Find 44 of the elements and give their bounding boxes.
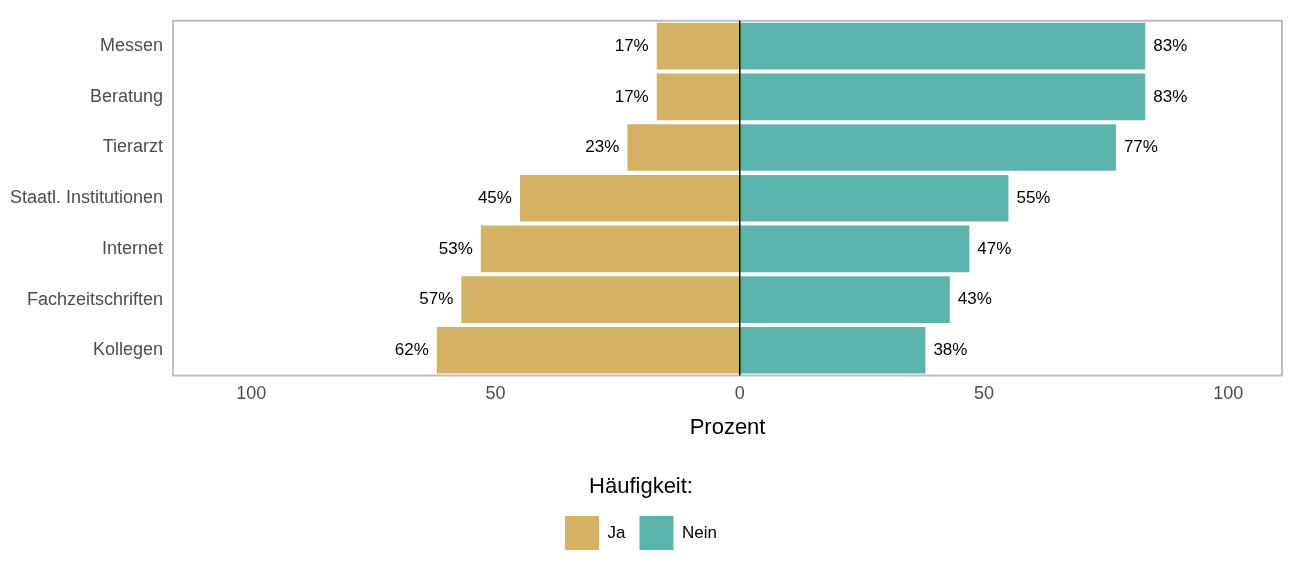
y-tick-label: Fachzeitschriften xyxy=(27,288,164,309)
data-label: 17% xyxy=(614,35,649,55)
legend-label: Nein xyxy=(682,522,717,542)
data-label: 43% xyxy=(957,289,992,309)
data-label: 83% xyxy=(1153,86,1188,106)
bar xyxy=(656,22,740,70)
bar xyxy=(436,326,740,374)
x-tick-label: 50 xyxy=(485,383,506,404)
bar xyxy=(739,22,1146,70)
y-tick-label: Staatl. Institutionen xyxy=(9,187,164,208)
data-label: 17% xyxy=(614,86,649,106)
data-label: 45% xyxy=(477,187,512,207)
y-tick-label: Beratung xyxy=(90,85,164,106)
legend-title: Häufigkeit: xyxy=(589,472,693,498)
y-tick-label: Tierarzt xyxy=(102,136,164,157)
y-tick-label: Internet xyxy=(102,237,164,258)
bar xyxy=(461,276,740,323)
data-label: 57% xyxy=(419,289,454,309)
x-tick-label: 100 xyxy=(236,383,267,404)
x-tick-label: 0 xyxy=(734,383,745,404)
data-label: 62% xyxy=(394,339,429,359)
bar xyxy=(480,225,740,273)
legend-label: Ja xyxy=(607,522,627,542)
data-label: 55% xyxy=(1016,187,1051,207)
bar xyxy=(519,174,740,222)
bar xyxy=(627,124,740,171)
bar xyxy=(739,174,1009,222)
x-tick-label: 100 xyxy=(1213,383,1244,404)
bar xyxy=(739,73,1146,121)
data-label: 77% xyxy=(1123,137,1158,157)
bar xyxy=(656,73,740,121)
bar xyxy=(739,276,950,323)
data-label: 83% xyxy=(1153,35,1188,55)
data-label: 23% xyxy=(585,137,620,157)
bar xyxy=(739,225,970,273)
data-label: 38% xyxy=(933,339,968,359)
bar xyxy=(739,124,1116,171)
x-axis-title: Prozent xyxy=(689,414,766,440)
bar xyxy=(739,326,926,374)
data-label: 47% xyxy=(977,238,1012,258)
data-label: 53% xyxy=(438,238,473,258)
y-tick-label: Kollegen xyxy=(93,339,164,360)
x-tick-label: 50 xyxy=(974,383,995,404)
y-tick-label: Messen xyxy=(100,35,164,56)
